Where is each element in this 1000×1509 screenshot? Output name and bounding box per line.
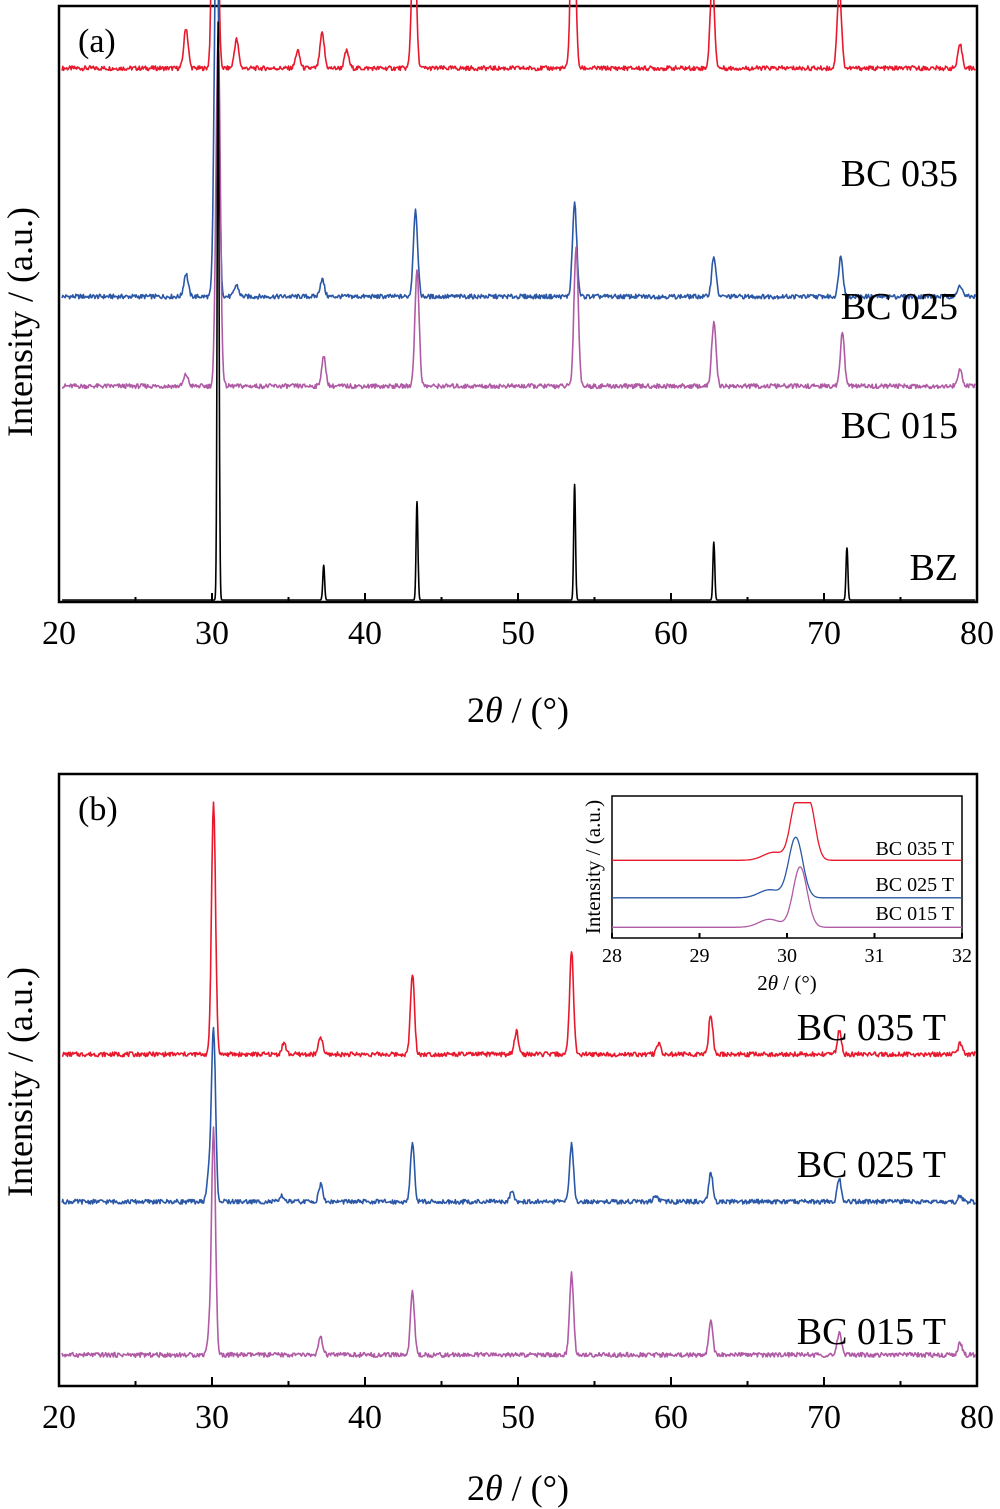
inset-x-tick-label: 32 (952, 945, 972, 967)
inset-x-tick-label: 30 (777, 945, 797, 967)
inset-traces (612, 802, 962, 928)
series-trace-bc-025-t (61, 1026, 977, 1205)
inset-trace-bc-025-t (612, 836, 962, 899)
panel-a-x-ticks: 20 30 40 50 60 70 80 (42, 593, 994, 652)
x-tick-label: 40 (348, 1399, 382, 1436)
x-tick-label: 20 (42, 1399, 76, 1436)
inset-chart: 28 29 30 31 32 2θ / (°) Intensity / (a.u.) B… (581, 795, 972, 995)
panel-b-x-ticks: 20 30 40 50 60 70 80 (42, 1377, 994, 1436)
x-tick-label: 70 (807, 615, 841, 652)
series-trace-bz (61, 21, 976, 601)
panel-a-x-axis-label: 2θ / (°) (467, 690, 569, 730)
panel-a-traces (61, 0, 977, 601)
panel-b-label: (b) (78, 791, 118, 828)
series-trace-bc-025 (61, 0, 977, 300)
x-tick-label: 80 (960, 615, 994, 652)
panel-b-y-axis-label: Intensity / (a.u.) (0, 967, 40, 1197)
x-tick-label: 40 (348, 615, 382, 652)
series-label-bc035: BC 035 (841, 153, 958, 195)
series-trace-bc-035-t (61, 801, 977, 1058)
series-label-bz: BZ (909, 547, 958, 589)
inset-label-bc025t: BC 025 T (875, 874, 954, 896)
inset-x-tick-label: 28 (602, 945, 622, 967)
panel-a: (a) 20 30 40 50 60 70 80 2θ / (°) Intensity / … (0, 0, 994, 730)
panel-b-traces (61, 801, 977, 1358)
panel-a-frame (57, 4, 979, 604)
series-label-bc015: BC 015 (841, 405, 958, 447)
series-label-bc025t: BC 025 T (797, 1144, 946, 1186)
series-label-bc015t: BC 015 T (797, 1311, 946, 1353)
inset-y-axis-label: Intensity / (a.u.) (581, 800, 605, 934)
inset-x-tick-label: 29 (690, 945, 710, 967)
inset-trace-bc-015-t (612, 866, 962, 928)
series-label-bc025: BC 025 (841, 286, 958, 328)
series-trace-bc-015-t (61, 1126, 977, 1358)
x-tick-label: 50 (501, 1399, 535, 1436)
panel-b: (b) 20 30 40 50 60 70 80 2θ / (°) Intensity / … (0, 772, 994, 1508)
x-tick-label: 60 (654, 615, 688, 652)
inset-x-ticks: 28 29 30 31 32 (602, 933, 972, 967)
x-tick-label: 50 (501, 615, 535, 652)
series-trace-bc-035 (61, 0, 977, 72)
x-tick-label: 30 (195, 1399, 229, 1436)
inset-trace-bc-035-t (612, 802, 962, 861)
series-trace-bc-015 (61, 34, 977, 390)
inset-label-bc015t: BC 015 T (875, 903, 954, 925)
inset-x-axis-label: 2θ / (°) (757, 971, 817, 995)
series-label-bc035t: BC 035 T (797, 1007, 946, 1049)
x-tick-label: 80 (960, 1399, 994, 1436)
x-tick-label: 20 (42, 615, 76, 652)
inset-label-bc035t: BC 035 T (875, 838, 954, 860)
panel-b-x-axis-label: 2θ / (°) (467, 1468, 569, 1508)
x-tick-label: 70 (807, 1399, 841, 1436)
panel-a-y-axis-label: Intensity / (a.u.) (0, 207, 40, 437)
panel-a-label: (a) (78, 23, 116, 60)
inset-x-tick-label: 31 (865, 945, 885, 967)
x-tick-label: 30 (195, 615, 229, 652)
x-tick-label: 60 (654, 1399, 688, 1436)
